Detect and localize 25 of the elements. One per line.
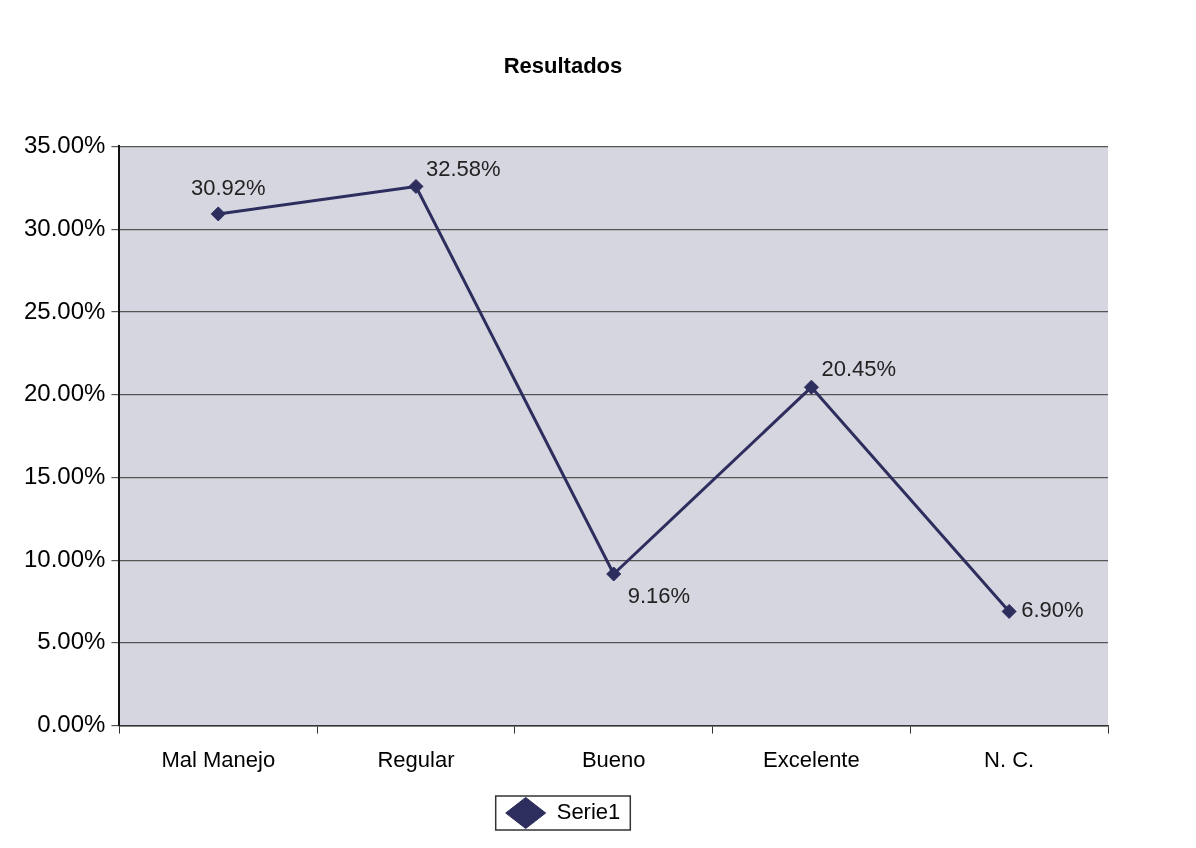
x-tick-label: Regular xyxy=(377,746,455,772)
data-label: 6.90% xyxy=(1021,597,1084,623)
y-tick-label: 20.00% xyxy=(23,379,106,407)
point xyxy=(606,566,622,582)
y-tick-label: 5.00% xyxy=(37,627,106,655)
point xyxy=(408,178,424,194)
data-label: 20.45% xyxy=(821,356,897,382)
data-label: 32.58% xyxy=(425,155,501,181)
data-label: 30.92% xyxy=(190,174,266,200)
x-tick-label: Excelente xyxy=(763,746,860,772)
point xyxy=(803,379,819,395)
point xyxy=(1001,603,1017,619)
y-tick-label: 30.00% xyxy=(23,213,106,241)
x-tick-label: N. C. xyxy=(984,746,1035,772)
point xyxy=(210,206,226,222)
y-tick-label: 25.00% xyxy=(23,296,106,324)
chart-title: Resultados xyxy=(503,53,623,79)
x-tick-label: Bueno xyxy=(581,746,646,772)
x-tick-label: Mal Manejo xyxy=(161,746,276,772)
y-tick-label: 15.00% xyxy=(23,462,106,489)
y-tick-label: 35.00% xyxy=(23,131,106,159)
y-tick-label: 10.00% xyxy=(23,544,106,572)
data-label: 9.16% xyxy=(627,583,691,609)
y-tick-label: 0.00% xyxy=(37,710,106,738)
legend-label: Serie1 xyxy=(556,799,621,825)
